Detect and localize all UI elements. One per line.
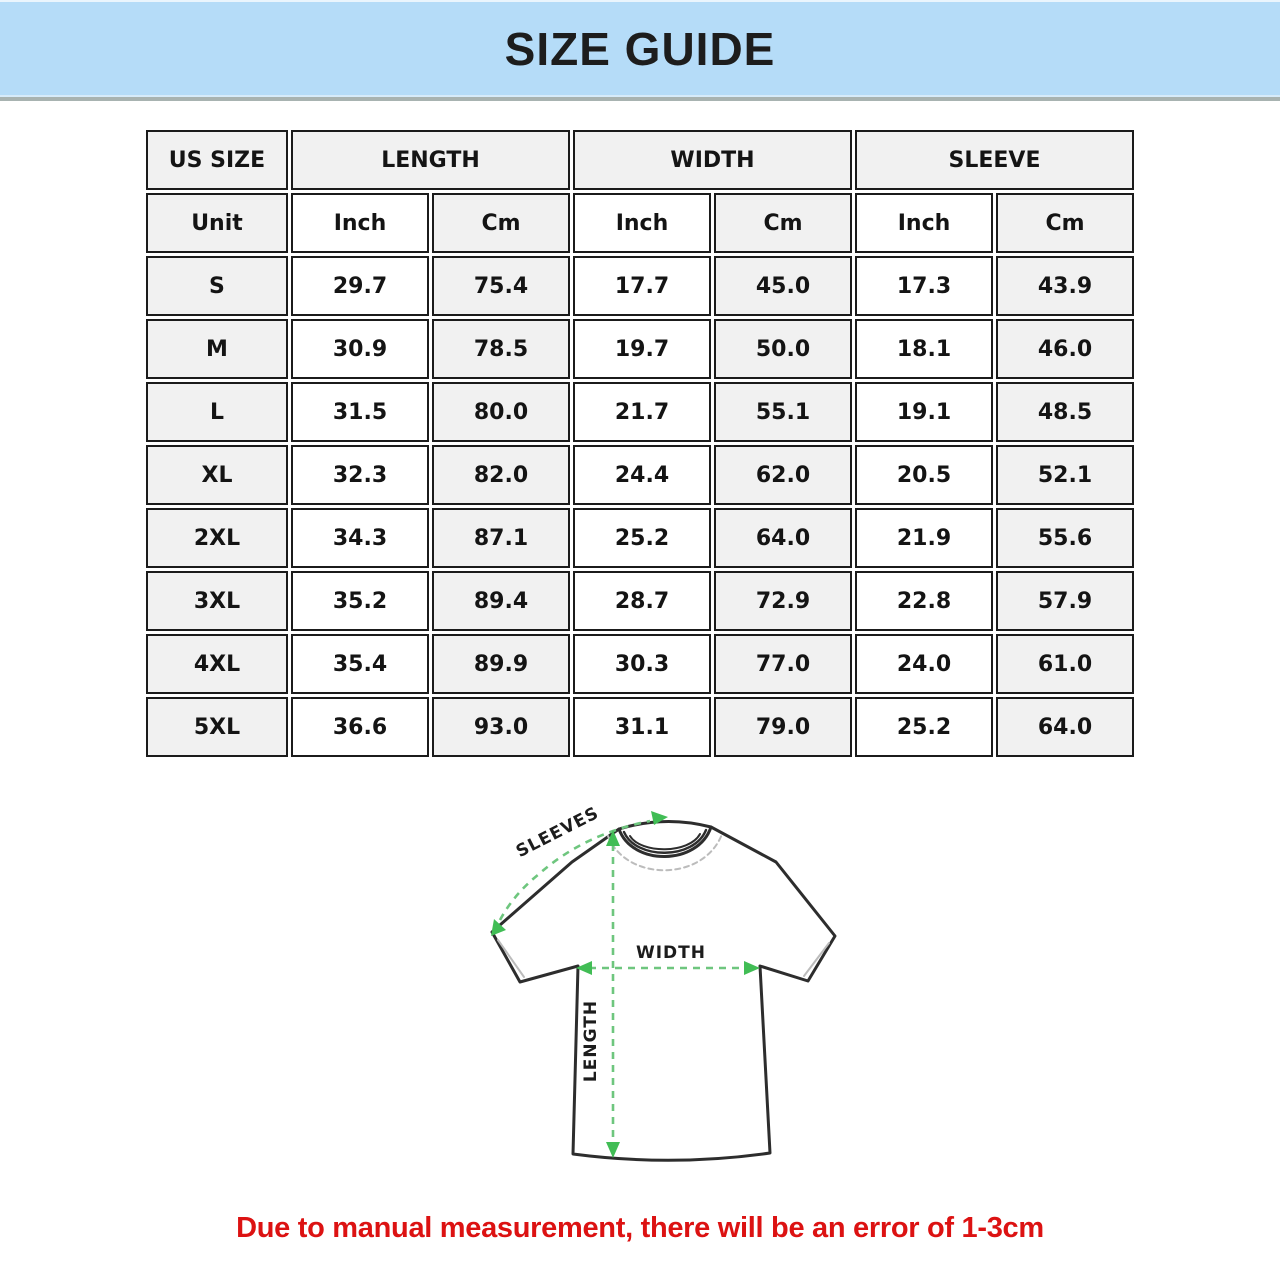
measurement-cell: 46.0: [996, 319, 1135, 379]
unit-inch-length: Inch: [290, 193, 429, 253]
size-label-cell: S: [145, 256, 288, 316]
size-row: M 30.9 78.5 19.7 50.0 18.1 46.0: [145, 319, 1135, 379]
measurement-cell: 18.1: [855, 319, 993, 379]
measurement-cell: 36.6: [290, 697, 429, 757]
measurement-cell: 55.1: [713, 382, 852, 442]
measurement-cell: 31.5: [290, 382, 429, 442]
measurement-cell: 45.0: [713, 256, 852, 316]
size-row: L 31.5 80.0 21.7 55.1 19.1 48.5: [145, 382, 1135, 442]
width-arrow-left-icon: [576, 961, 592, 975]
measurement-cell: 20.5: [855, 445, 993, 505]
measurement-cell: 28.7: [572, 571, 711, 631]
page-title: SIZE GUIDE: [504, 22, 776, 75]
unit-label: Unit: [145, 193, 288, 253]
measurement-cell: 35.2: [290, 571, 429, 631]
length-arrow-down-icon: [606, 1142, 620, 1158]
measurement-cell: 21.7: [572, 382, 711, 442]
size-guide-page: SIZE GUIDE US SIZE LENGTH WIDTH SLEEVE U…: [0, 0, 1280, 1245]
unit-cm-length: Cm: [431, 193, 570, 253]
length-label: LENGTH: [581, 1000, 601, 1082]
size-row: 4XL 35.4 89.9 30.3 77.0 24.0 61.0: [145, 634, 1135, 694]
measurement-cell: 50.0: [713, 319, 852, 379]
measurement-cell: 31.1: [572, 697, 711, 757]
measurement-note: Due to manual measurement, there will be…: [236, 1212, 1044, 1244]
measurement-cell: 77.0: [713, 634, 852, 694]
unit-inch-sleeve: Inch: [855, 193, 993, 253]
content-area: US SIZE LENGTH WIDTH SLEEVE Unit Inch Cm…: [0, 127, 1280, 1245]
sleeve-arrow-down-icon: [491, 919, 506, 936]
size-row: 5XL 36.6 93.0 31.1 79.0 25.2 64.0: [145, 697, 1135, 757]
header-length: LENGTH: [290, 130, 570, 190]
measurement-cell: 32.3: [290, 445, 429, 505]
banner-divider: [0, 97, 1280, 101]
sleeve-arrow-up-icon: [651, 811, 668, 825]
tshirt-outline: [490, 820, 837, 1162]
measurement-cell: 64.0: [713, 508, 852, 568]
measurement-cell: 30.3: [572, 634, 711, 694]
measurement-cell: 72.9: [713, 571, 852, 631]
measurement-cell: 87.1: [431, 508, 570, 568]
size-label-cell: 3XL: [145, 571, 288, 631]
header-sleeve: SLEEVE: [855, 130, 1135, 190]
unit-header-row: Unit Inch Cm Inch Cm Inch Cm: [145, 193, 1135, 253]
width-label: WIDTH: [636, 943, 706, 963]
size-label-cell: XL: [145, 445, 288, 505]
measurement-cell: 62.0: [713, 445, 852, 505]
measurement-cell: 17.7: [572, 256, 711, 316]
measurement-cell: 55.6: [996, 508, 1135, 568]
measurement-cell: 61.0: [996, 634, 1135, 694]
measurement-cell: 48.5: [996, 382, 1135, 442]
unit-cm-width: Cm: [713, 193, 852, 253]
measurement-cell: 64.0: [996, 697, 1135, 757]
size-row: S 29.7 75.4 17.7 45.0 17.3 43.9: [145, 256, 1135, 316]
unit-inch-width: Inch: [572, 193, 711, 253]
width-measure-line: WIDTH: [576, 943, 760, 975]
measurement-cell: 17.3: [855, 256, 993, 316]
measurement-cell: 75.4: [431, 256, 570, 316]
measurement-cell: 82.0: [431, 445, 570, 505]
measurement-cell: 25.2: [572, 508, 711, 568]
measurement-cell: 19.7: [572, 319, 711, 379]
unit-cm-sleeve: Cm: [996, 193, 1135, 253]
measurement-cell: 79.0: [713, 697, 852, 757]
size-label-cell: 4XL: [145, 634, 288, 694]
measurement-cell: 25.2: [855, 697, 993, 757]
measurement-cell: 21.9: [855, 508, 993, 568]
measurement-cell: 19.1: [855, 382, 993, 442]
measurement-cell: 30.9: [290, 319, 429, 379]
header-us-size: US SIZE: [145, 130, 288, 190]
measurement-cell: 93.0: [431, 697, 570, 757]
measurement-cell: 78.5: [431, 319, 570, 379]
measurement-cell: 52.1: [996, 445, 1135, 505]
size-label-cell: M: [145, 319, 288, 379]
size-row: 2XL 34.3 87.1 25.2 64.0 21.9 55.6: [145, 508, 1135, 568]
length-measure-line: LENGTH: [581, 830, 620, 1158]
size-label-cell: 2XL: [145, 508, 288, 568]
measurement-cell: 80.0: [431, 382, 570, 442]
size-label-cell: L: [145, 382, 288, 442]
measurement-cell: 24.0: [855, 634, 993, 694]
header-width: WIDTH: [572, 130, 852, 190]
size-row: XL 32.3 82.0 24.4 62.0 20.5 52.1: [145, 445, 1135, 505]
length-arrow-up-icon: [606, 830, 620, 846]
measurement-cell: 35.4: [290, 634, 429, 694]
measurement-cell: 29.7: [290, 256, 429, 316]
size-table: US SIZE LENGTH WIDTH SLEEVE Unit Inch Cm…: [143, 127, 1137, 760]
width-arrow-right-icon: [744, 961, 760, 975]
measurement-cell: 89.4: [431, 571, 570, 631]
group-header-row: US SIZE LENGTH WIDTH SLEEVE: [145, 130, 1135, 190]
measurement-cell: 22.8: [855, 571, 993, 631]
measurement-cell: 89.9: [431, 634, 570, 694]
size-label-cell: 5XL: [145, 697, 288, 757]
header-banner: SIZE GUIDE: [0, 0, 1280, 97]
measurement-cell: 24.4: [572, 445, 711, 505]
size-row: 3XL 35.2 89.4 28.7 72.9 22.8 57.9: [145, 571, 1135, 631]
tshirt-diagram: SLEEVES WIDTH LENGTH: [434, 784, 894, 1194]
measurement-cell: 34.3: [290, 508, 429, 568]
measurement-cell: 57.9: [996, 571, 1135, 631]
measurement-cell: 43.9: [996, 256, 1135, 316]
